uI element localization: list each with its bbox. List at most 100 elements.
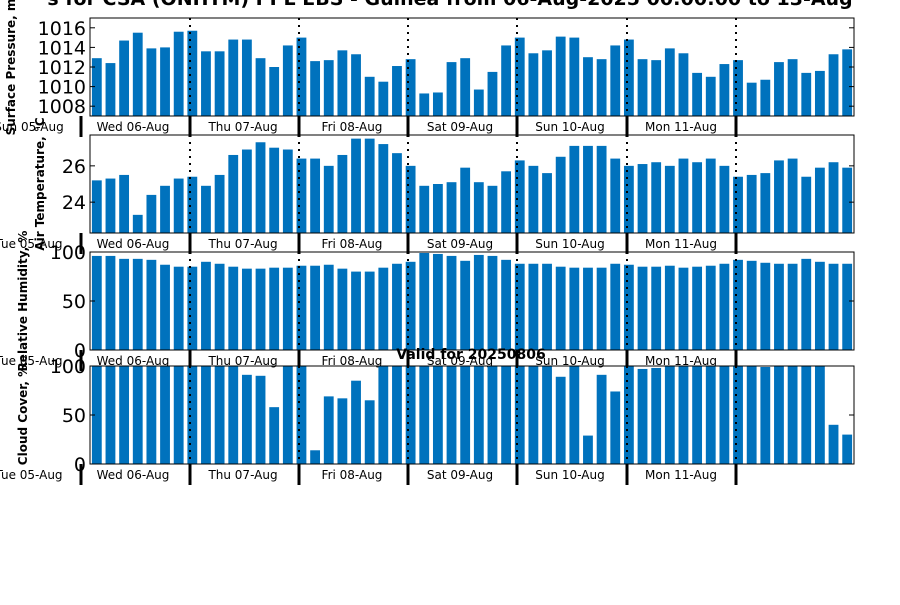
pressure-bar — [569, 37, 580, 116]
temperature-bar — [705, 158, 716, 233]
humidity-bar — [664, 265, 675, 350]
humidity-bar — [801, 258, 812, 350]
humidity-bar — [310, 265, 321, 350]
humidity-ylabel: Relative Humidity, % — [16, 231, 30, 372]
temperature-bar — [828, 162, 839, 233]
temperature-bar — [528, 165, 539, 233]
cloud-bar — [337, 398, 348, 464]
pressure-bar — [514, 37, 525, 116]
pressure-xtick-label: Wed 06-Aug — [97, 120, 170, 134]
pressure-bar — [378, 81, 389, 116]
humidity-bar — [282, 267, 293, 350]
humidity-bar — [105, 255, 116, 350]
humidity-bar — [446, 255, 457, 350]
cloud-bar — [432, 366, 443, 464]
pressure-ytick-label: 1014 — [38, 37, 86, 59]
humidity-xtick-label: Thu 07-Aug — [207, 354, 277, 368]
humidity-bar — [514, 263, 525, 350]
cloud-bar — [787, 366, 798, 464]
pressure-bar — [473, 89, 484, 116]
humidity-bar — [746, 260, 757, 350]
cloud-bar — [473, 366, 484, 464]
humidity-bar — [146, 259, 157, 350]
temperature-xtick-label: Tue 05-Aug — [0, 237, 63, 251]
pressure-xtick-label: Fri 08-Aug — [322, 120, 383, 134]
temperature-bar — [119, 174, 130, 233]
page-title: s for CSA (ONHTM) PPL EBS - Guinea from … — [47, 0, 852, 10]
humidity-bar — [501, 259, 512, 350]
humidity-bar — [269, 267, 280, 350]
humidity-bar — [337, 268, 348, 350]
temperature-bar — [555, 156, 566, 233]
temperature-bar — [801, 176, 812, 233]
humidity-bar — [610, 263, 621, 350]
humidity-bar — [432, 253, 443, 350]
pressure-bar — [460, 58, 471, 116]
pressure-bar — [160, 47, 170, 116]
humidity-bar — [201, 261, 211, 350]
humidity-bar — [378, 267, 389, 350]
temperature-bar — [664, 165, 675, 233]
pressure-bar — [228, 39, 239, 117]
pressure-bar — [733, 60, 743, 116]
pressure-ylabel: Surface Pressure, m — [4, 0, 18, 135]
humidity-xtick-label: Wed 06-Aug — [97, 354, 170, 368]
humidity-bar — [637, 266, 648, 350]
cloud-bar — [610, 391, 621, 464]
cloud-bar — [528, 366, 539, 464]
pressure-bar — [105, 63, 116, 116]
pressure-bar — [828, 54, 839, 116]
humidity-bar — [542, 263, 552, 350]
pressure-bar — [501, 45, 512, 116]
cloud-bar — [623, 366, 634, 464]
cloud-bar — [733, 366, 743, 464]
temperature-bar — [678, 158, 689, 233]
pressure-bar — [774, 62, 784, 116]
pressure-bar — [814, 70, 825, 116]
humidity-bar — [473, 254, 484, 350]
cloud-xtick-label: Mon 11-Aug — [645, 468, 717, 482]
cloud-bar — [555, 376, 566, 464]
cloud-bar — [664, 366, 675, 464]
temperature-bar — [378, 144, 389, 233]
temperature-bar — [91, 180, 102, 233]
humidity-xtick-label: Sun 10-Aug — [535, 354, 604, 368]
pressure-bar — [623, 39, 634, 117]
cloud-xtick-label: Sun 10-Aug — [535, 468, 604, 482]
temperature-bar — [228, 154, 239, 233]
temperature-xtick-label: Mon 11-Aug — [645, 237, 717, 251]
temperature-bar — [651, 162, 662, 233]
temperature-bar — [637, 164, 648, 233]
temperature-bar — [610, 158, 621, 233]
pressure-xtick-label: Sun 10-Aug — [535, 120, 604, 134]
pressure-bar — [664, 48, 675, 116]
humidity-bar — [692, 266, 703, 350]
humidity-bar — [596, 267, 607, 350]
humidity-bar — [405, 261, 416, 350]
humidity-bar — [583, 267, 593, 350]
cloud-bar — [446, 366, 457, 464]
pressure-bar — [146, 48, 157, 116]
cloud-bar — [719, 366, 730, 464]
cloud-bar — [323, 396, 334, 464]
cloud-bar — [651, 367, 662, 464]
pressure-bar — [337, 50, 348, 117]
humidity-bar — [555, 266, 566, 350]
cloud-bar — [160, 366, 170, 464]
temperature-ytick-label: 24 — [62, 192, 86, 214]
humidity-bar — [132, 258, 143, 350]
pressure-bar — [705, 76, 716, 116]
cloud-ytick-label: 50 — [62, 405, 86, 427]
cloud-bar — [269, 407, 280, 464]
pressure-bar — [187, 30, 198, 117]
temperature-xtick-label: Sun 10-Aug — [535, 237, 604, 251]
pressure-bar — [351, 54, 361, 116]
cloud-bar — [637, 368, 648, 464]
pressure-bar — [405, 59, 416, 116]
pressure-bar — [487, 71, 498, 116]
pressure-bar — [310, 61, 321, 116]
temperature-bar — [692, 162, 703, 233]
temperature-bar — [364, 138, 375, 233]
pressure-ytick-label: 1010 — [38, 77, 86, 99]
